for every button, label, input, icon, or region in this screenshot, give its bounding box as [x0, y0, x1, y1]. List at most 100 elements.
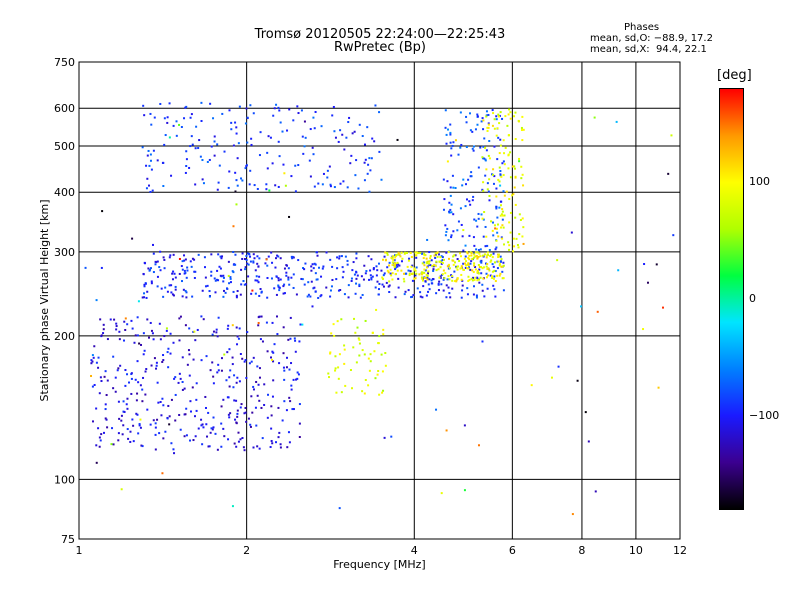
data-point [213, 135, 216, 138]
data-point [369, 353, 372, 356]
data-point [513, 186, 516, 189]
data-point [187, 349, 190, 352]
y-axis-label: Stationary phase Virtual Height [km] [38, 199, 51, 401]
data-point [141, 400, 144, 403]
data-point [571, 513, 574, 516]
data-point [208, 290, 211, 293]
data-point [467, 262, 470, 265]
data-point [144, 393, 147, 396]
data-point [201, 443, 204, 446]
data-point [369, 169, 372, 172]
data-point [185, 150, 188, 153]
data-point [123, 410, 126, 413]
data-point [90, 362, 93, 365]
data-point [250, 137, 253, 140]
data-point [140, 444, 143, 447]
data-point [155, 367, 158, 370]
data-point [353, 130, 356, 133]
data-point [349, 368, 352, 371]
data-point [330, 332, 333, 335]
data-point [318, 266, 321, 269]
data-point [336, 320, 339, 323]
data-point [218, 265, 221, 268]
y-tick-label: 500 [54, 140, 75, 153]
data-point [272, 360, 275, 363]
data-point [123, 339, 126, 342]
y-tick-label: 400 [54, 186, 75, 199]
data-point [413, 277, 416, 280]
data-point [181, 388, 184, 391]
data-point [272, 351, 275, 354]
data-point [293, 337, 296, 340]
data-point [477, 217, 480, 220]
data-point [156, 381, 159, 384]
data-point [390, 256, 393, 259]
data-point [402, 272, 405, 275]
data-point [358, 354, 361, 357]
data-point [337, 366, 340, 369]
data-point [276, 333, 279, 336]
data-point [167, 347, 170, 350]
data-point [329, 183, 332, 186]
data-point [288, 441, 291, 444]
data-point [224, 291, 227, 294]
data-point [276, 254, 279, 257]
data-point [292, 273, 295, 276]
data-point [149, 153, 152, 156]
data-point [477, 249, 480, 252]
data-point [449, 123, 452, 126]
data-point [498, 166, 501, 169]
data-point [489, 255, 492, 258]
data-point [229, 369, 232, 372]
data-point [171, 278, 174, 281]
data-point [495, 239, 498, 242]
data-point [426, 276, 429, 279]
data-point [191, 257, 194, 260]
data-point [294, 339, 297, 342]
data-point [277, 406, 280, 409]
data-point [354, 292, 357, 295]
data-point [309, 295, 312, 298]
data-point [204, 276, 207, 279]
data-point [188, 166, 191, 169]
data-point [446, 160, 449, 163]
data-point [383, 436, 386, 439]
data-point [258, 257, 261, 260]
data-point [423, 252, 426, 255]
data-point [407, 269, 410, 272]
data-point [228, 170, 231, 173]
data-point [394, 272, 397, 275]
data-point [371, 331, 374, 334]
data-point [185, 291, 188, 294]
data-point [217, 181, 220, 184]
data-point [178, 317, 181, 320]
data-point [213, 140, 216, 143]
data-point [475, 254, 478, 257]
data-point [246, 331, 249, 334]
data-point [255, 424, 258, 427]
data-point [133, 341, 136, 344]
data-point [209, 369, 212, 372]
data-point [295, 378, 298, 381]
data-point [369, 360, 372, 363]
data-point [392, 259, 395, 262]
data-point [166, 121, 169, 124]
data-point [220, 405, 223, 408]
data-point [393, 265, 396, 268]
data-point [216, 335, 219, 338]
data-point [465, 146, 468, 149]
data-point [257, 321, 260, 324]
data-point [337, 289, 340, 292]
data-point [304, 136, 307, 139]
data-point [162, 404, 165, 407]
data-point [138, 423, 141, 426]
data-point [129, 440, 132, 443]
data-point [518, 160, 521, 163]
data-point [160, 287, 163, 290]
data-point [646, 281, 649, 284]
data-point [426, 278, 429, 281]
data-point [415, 256, 418, 259]
data-point [297, 112, 300, 115]
data-point [485, 168, 488, 171]
data-point [111, 427, 114, 430]
